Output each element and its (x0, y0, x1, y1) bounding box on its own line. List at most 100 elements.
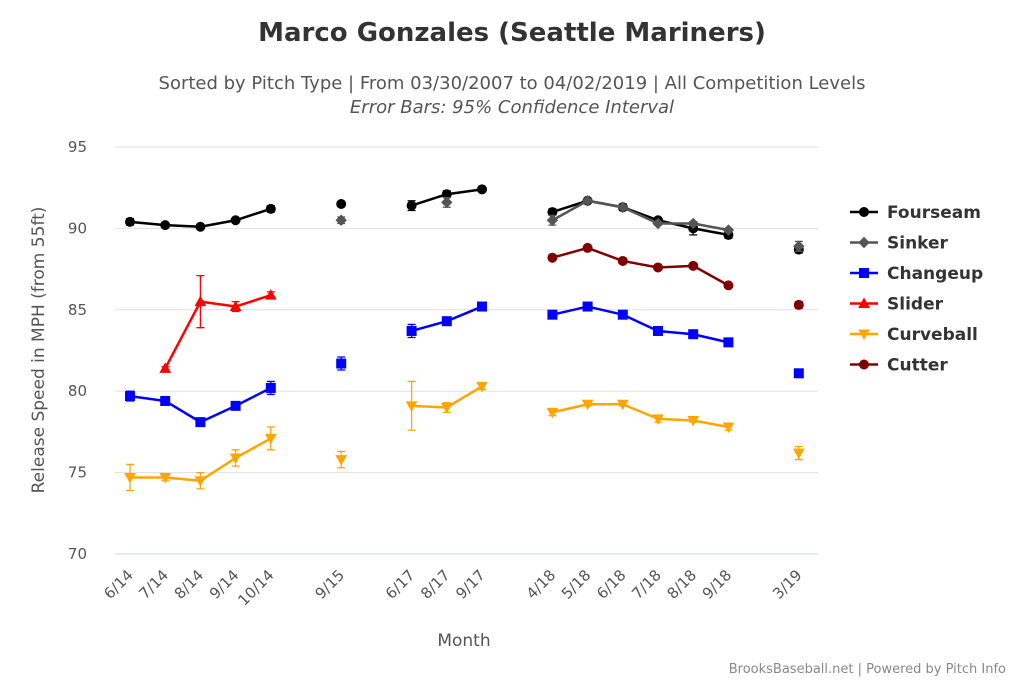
slider-point (159, 362, 172, 373)
fourseam-point (230, 215, 241, 226)
legend-label: Slider (887, 295, 944, 315)
curveball-point (616, 399, 629, 411)
cutter-point (582, 242, 593, 253)
y-tick-label: 95 (68, 138, 87, 156)
cutter-point (723, 280, 734, 291)
legend-label: Curveball (887, 325, 978, 345)
cutter-point (547, 252, 558, 263)
cutter-point (688, 260, 699, 271)
curveball-point (652, 414, 664, 425)
legend-symbol (858, 236, 870, 249)
changeup-point (688, 329, 699, 340)
legend-item-sinker[interactable]: Sinker (850, 234, 949, 254)
curveball-point (546, 407, 559, 419)
legend-symbol (859, 207, 869, 217)
curveball-point (335, 455, 348, 466)
x-tick-label: 8/18 (663, 566, 700, 603)
series-layer (124, 184, 805, 492)
x-tick-label: 7/18 (628, 566, 665, 603)
sinker-point (441, 196, 453, 209)
y-tick-label: 80 (68, 382, 87, 400)
changeup-line (552, 305, 729, 344)
fourseam-point (125, 216, 135, 227)
series-cutter (547, 242, 804, 310)
legend-symbol (858, 297, 870, 308)
x-tick-label: 5/18 (558, 566, 595, 603)
x-tick-label: 6/14 (100, 566, 137, 603)
y-tick-label: 75 (68, 464, 87, 482)
changeup-point (441, 316, 452, 327)
slider-point (229, 300, 242, 312)
x-axis-label: Month (437, 631, 490, 651)
curveball-point (722, 422, 735, 434)
changeup-point (793, 368, 804, 379)
grid-layer (115, 146, 818, 555)
curveball-point (264, 433, 277, 445)
slider-point (264, 289, 277, 300)
curveball-point (476, 381, 488, 393)
slider-line (164, 293, 272, 369)
legend-item-curveball[interactable]: Curveball (850, 325, 978, 345)
changeup-point (265, 382, 276, 393)
curveball-point (687, 416, 700, 427)
legend-label: Fourseam (887, 203, 981, 223)
legend-item-changeup[interactable]: Changeup (850, 264, 983, 284)
cutter-point (617, 255, 628, 266)
changeup-point (617, 309, 628, 320)
legend-symbol (859, 268, 869, 278)
series-changeup (125, 301, 804, 428)
curveball-point (194, 476, 207, 487)
changeup-point (723, 337, 734, 348)
x-tick-label: 6/18 (593, 566, 630, 603)
curveball-point (159, 472, 172, 484)
sinker-point (335, 214, 347, 226)
chart-subtitle-error-bars: Error Bars: 95% Confidence Interval (350, 97, 674, 118)
fourseam-point (265, 203, 276, 214)
legend-label: Cutter (887, 356, 948, 376)
legend-symbol (859, 359, 869, 370)
series-sinker (335, 195, 805, 253)
changeup-point (160, 395, 171, 406)
y-tick-label: 85 (68, 301, 87, 319)
sinker-point (652, 217, 664, 230)
curveball-point (405, 401, 418, 412)
curveball-point (229, 453, 242, 464)
changeup-point (653, 325, 663, 336)
legend-item-slider[interactable]: Slider (850, 295, 944, 315)
legend: Fourseam Sinker Changeup Slider Curveball Cut… (850, 203, 983, 376)
legend-item-cutter[interactable]: Cutter (850, 356, 948, 376)
changeup-point (195, 417, 206, 428)
sinker-point (581, 195, 594, 207)
sinker-point (617, 201, 629, 213)
chart-subtitle: Sorted by Pitch Type | From 03/30/2007 t… (159, 73, 866, 94)
curveball-point (124, 472, 136, 484)
x-tick-label: 9/18 (699, 566, 736, 603)
changeup-point (125, 391, 135, 402)
x-tick-label: 8/17 (417, 566, 454, 603)
curveball-point (440, 402, 453, 414)
cutter-line (552, 246, 730, 287)
changeup-line (129, 386, 272, 424)
sinker-point (687, 217, 699, 230)
sinker-line (551, 199, 729, 232)
x-tick-label: 3/19 (769, 566, 806, 603)
changeup-point (582, 301, 593, 312)
changeup-point (336, 358, 347, 369)
x-tick-label: 10/14 (234, 566, 277, 609)
credits: BrooksBaseball.net | Powered by Pitch In… (729, 662, 1006, 677)
legend-item-fourseam[interactable]: Fourseam (850, 203, 981, 223)
legend-label: Changeup (887, 264, 983, 284)
legend-symbol (858, 329, 870, 341)
x-tick-label: 7/14 (135, 566, 172, 603)
changeup-point (230, 400, 241, 411)
y-tick-label: 90 (68, 219, 87, 237)
curveball-point (792, 448, 805, 460)
x-tick-label: 6/17 (382, 566, 419, 603)
legend-label: Sinker (887, 234, 949, 254)
cutter-point (793, 299, 804, 310)
sinker-point (793, 240, 805, 253)
changeup-point (547, 309, 558, 320)
series-curveball (124, 380, 805, 492)
fourseam-point (160, 220, 171, 231)
